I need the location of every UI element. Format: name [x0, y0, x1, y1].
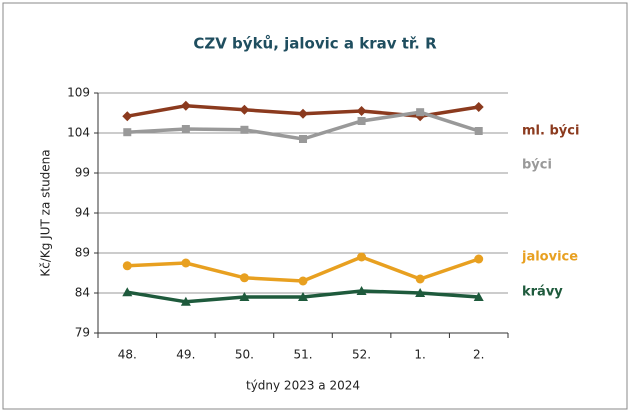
y-tick-label: 89	[75, 246, 90, 260]
marker	[299, 135, 307, 143]
marker	[181, 125, 190, 133]
x-axis-label: týdny 2023 a 2024	[246, 379, 360, 393]
y-tick-label: 94	[75, 206, 90, 220]
marker	[122, 111, 133, 122]
marker	[357, 252, 367, 262]
marker	[181, 258, 191, 268]
y-tick-label: 99	[75, 166, 90, 180]
marker	[415, 274, 425, 284]
marker	[123, 128, 132, 137]
marker	[180, 296, 191, 306]
legend-label: býci	[522, 158, 552, 173]
marker	[122, 261, 132, 271]
legend-label: ml. býci	[522, 124, 579, 139]
y-axis-label: Kč/Kg JUT za studena	[39, 149, 53, 276]
y-tick-label: 104	[67, 126, 90, 140]
y-tick-label: 84	[75, 286, 90, 300]
chart-title: CZV býků, jalovic a krav tř. R	[193, 35, 437, 53]
y-tick-label: 79	[75, 326, 90, 340]
marker	[298, 276, 308, 286]
marker	[415, 288, 426, 297]
marker	[298, 292, 308, 301]
legend-label: jalovice	[521, 250, 578, 265]
marker	[239, 292, 250, 301]
marker	[416, 108, 425, 117]
marker	[474, 127, 483, 135]
marker	[356, 106, 367, 116]
x-tick-label: 1.	[414, 348, 425, 362]
marker	[357, 117, 366, 125]
y-tick-label: 109	[67, 86, 90, 100]
x-tick-label: 2.	[473, 348, 484, 362]
legend-label: krávy	[522, 285, 563, 300]
marker	[474, 254, 484, 264]
x-tick-label: 51.	[293, 348, 312, 362]
marker	[356, 286, 367, 295]
x-tick-label: 48.	[118, 348, 137, 362]
x-tick-label: 50.	[235, 348, 254, 362]
marker	[239, 273, 249, 283]
marker	[122, 287, 133, 297]
marker	[240, 125, 249, 134]
marker	[298, 108, 308, 119]
x-tick-label: 52.	[352, 348, 371, 362]
frame	[2, 2, 628, 410]
marker	[473, 102, 484, 112]
marker	[239, 104, 250, 115]
marker	[473, 292, 484, 301]
x-tick-label: 49.	[176, 348, 195, 362]
marker	[180, 100, 191, 111]
